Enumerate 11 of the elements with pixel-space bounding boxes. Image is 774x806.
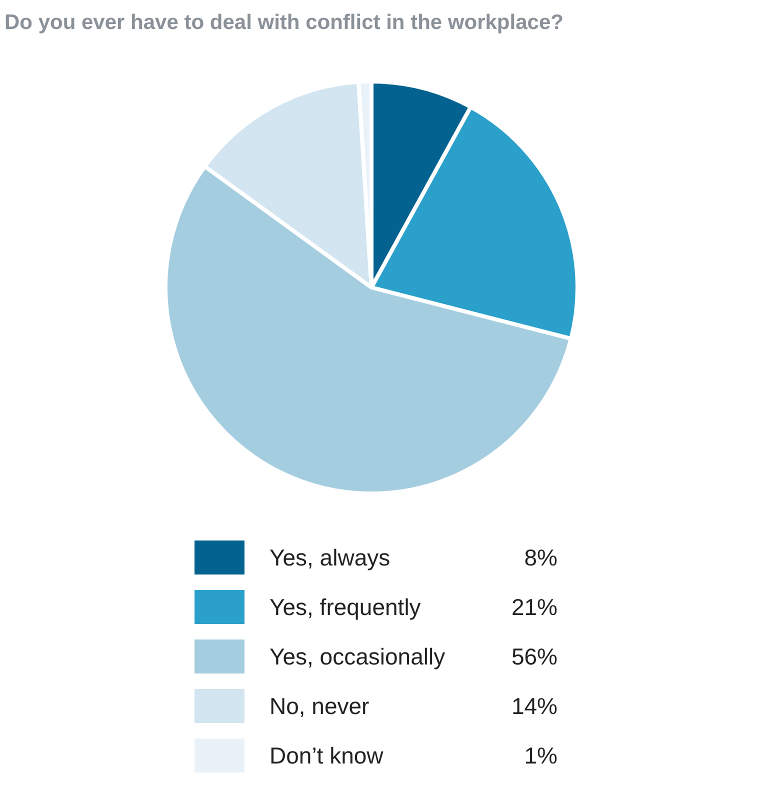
data-label: 1% <box>524 742 558 768</box>
data-label: 8% <box>524 544 558 570</box>
legend-label: Yes, occasionally <box>270 644 446 670</box>
legend-label: Yes, frequently <box>270 594 422 620</box>
chart-title: Do you ever have to deal with conflict in the workplace? <box>4 11 564 34</box>
legend-label: Don’t know <box>270 742 384 768</box>
data-label: 14% <box>511 693 558 719</box>
legend-label: Yes, always <box>270 544 390 570</box>
data-label: 21% <box>511 594 558 620</box>
legend-label: No, never <box>270 693 370 719</box>
data-label: 56% <box>511 644 558 670</box>
